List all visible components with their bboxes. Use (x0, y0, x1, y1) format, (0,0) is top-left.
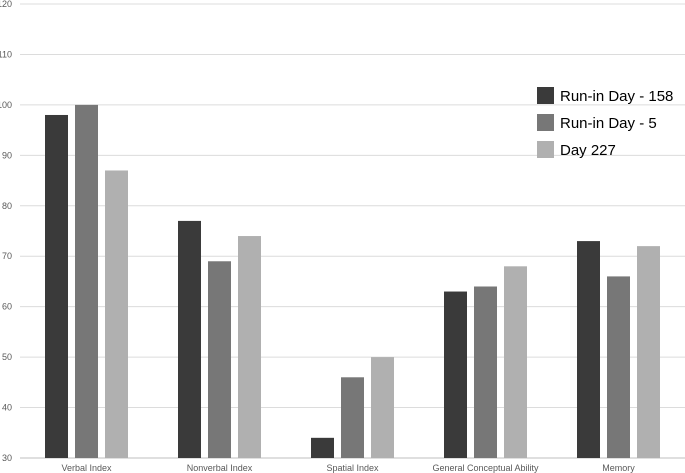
legend: Run-in Day - 158 Run-in Day - 5 Day 227 (537, 87, 673, 159)
bar (238, 236, 261, 458)
x-tick-label: General Conceptual Ability (432, 463, 539, 473)
y-tick-label: 50 (2, 352, 12, 362)
gridlines (20, 3, 685, 459)
bar (178, 220, 201, 458)
y-tick-label: 40 (2, 403, 12, 413)
bar (341, 377, 364, 458)
bar (607, 276, 630, 458)
y-tick-label: 110 (0, 49, 12, 59)
y-tick-label: 90 (2, 150, 12, 160)
bar (474, 286, 497, 458)
bar (311, 437, 334, 458)
y-tick-label: 80 (2, 201, 12, 211)
y-axis: 30 40 50 60 70 80 90 100 110 120 (0, 0, 12, 463)
x-tick-label: Memory (602, 463, 635, 473)
bars (45, 104, 660, 458)
x-tick-label: Spatial Index (326, 463, 379, 473)
y-tick-label: 100 (0, 100, 12, 110)
legend-swatch (537, 141, 554, 158)
bar (208, 261, 231, 458)
legend-swatch (537, 87, 554, 104)
bar (371, 357, 394, 458)
x-tick-label: Verbal Index (61, 463, 112, 473)
legend-label: Day 227 (560, 142, 616, 159)
legend-label: Run-in Day - 5 (560, 115, 657, 132)
y-tick-label: 120 (0, 0, 12, 9)
bar (105, 170, 128, 458)
bar (637, 246, 660, 458)
y-tick-label: 60 (2, 302, 12, 312)
x-tick-label: Nonverbal Index (187, 463, 253, 473)
legend-label: Run-in Day - 158 (560, 88, 673, 105)
bar (45, 114, 68, 458)
y-tick-label: 70 (2, 251, 12, 261)
bar (75, 104, 98, 458)
bar (444, 291, 467, 458)
legend-swatch (537, 114, 554, 131)
bar (577, 241, 600, 458)
x-axis: Verbal Index Nonverbal Index Spatial Index… (61, 463, 635, 473)
bar (504, 266, 527, 458)
y-tick-label: 30 (2, 453, 12, 463)
